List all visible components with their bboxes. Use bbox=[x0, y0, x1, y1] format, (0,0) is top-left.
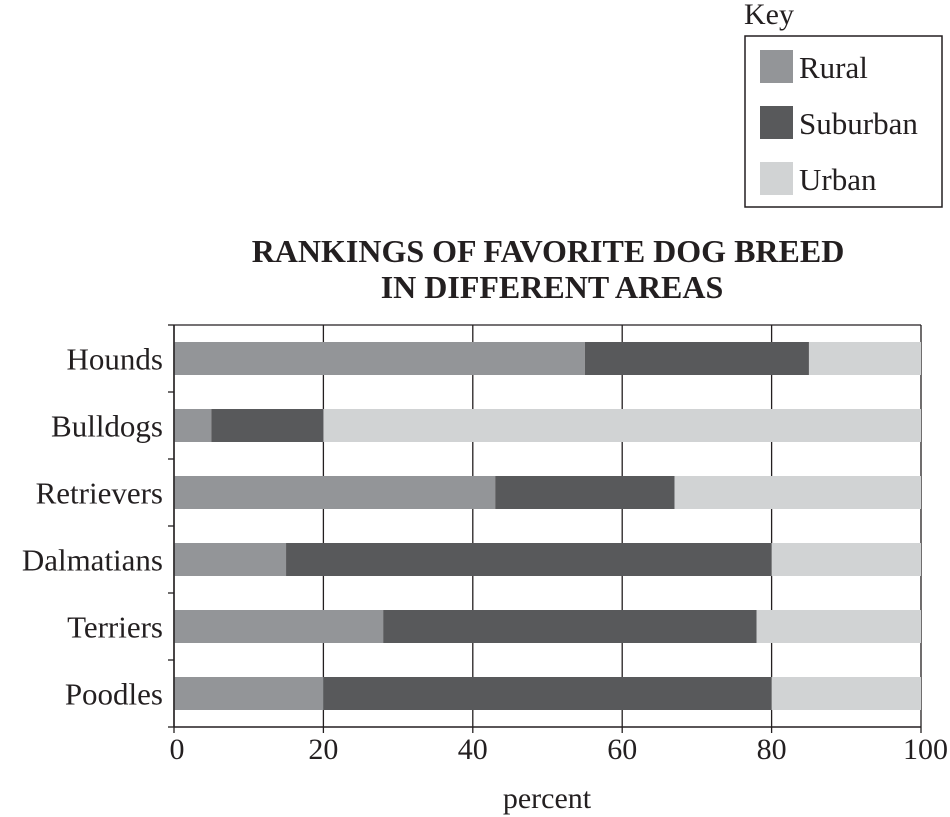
bar-retrievers-urban bbox=[674, 476, 921, 509]
legend-swatch-suburban bbox=[760, 106, 793, 139]
x-tick-label-20: 20 bbox=[308, 733, 338, 766]
legend-swatch-urban bbox=[760, 162, 793, 195]
bar-retrievers-suburban bbox=[495, 476, 675, 509]
bar-bulldogs-rural bbox=[174, 409, 212, 442]
legend-label-suburban: Suburban bbox=[799, 106, 918, 141]
plot-area: Hounds Bulldogs Retrievers Dalmatians Terrie… bbox=[22, 324, 948, 766]
category-label-bulldogs: Bulldogs bbox=[51, 409, 163, 444]
legend-swatch-rural bbox=[760, 50, 793, 83]
x-axis-label: percent bbox=[503, 782, 592, 815]
bar-poodles-urban bbox=[771, 677, 921, 710]
x-tick-label-0: 0 bbox=[170, 733, 185, 766]
bar-hounds-urban bbox=[808, 342, 921, 375]
category-label-dalmatians: Dalmatians bbox=[22, 543, 163, 578]
x-tick-label-60: 60 bbox=[607, 733, 637, 766]
bar-hounds-suburban bbox=[584, 342, 809, 375]
bar-retrievers-rural bbox=[174, 476, 496, 509]
legend-label-rural: Rural bbox=[799, 50, 868, 85]
bar-poodles-suburban bbox=[323, 677, 772, 710]
bar-bulldogs-suburban bbox=[211, 409, 324, 442]
x-tick-label-40: 40 bbox=[458, 733, 488, 766]
category-label-retrievers: Retrievers bbox=[36, 476, 163, 511]
bar-terriers-suburban bbox=[383, 610, 757, 643]
chart-title-line-1: RANKINGS OF FAVORITE DOG BREED bbox=[252, 233, 845, 269]
bar-terriers-urban bbox=[756, 610, 921, 643]
x-tick-label-80: 80 bbox=[757, 733, 787, 766]
category-label-poodles: Poodles bbox=[65, 677, 163, 712]
bar-poodles-rural bbox=[174, 677, 324, 710]
bar-dalmatians-urban bbox=[771, 543, 921, 576]
bar-dalmatians-suburban bbox=[286, 543, 772, 576]
bar-bulldogs-urban bbox=[323, 409, 921, 442]
legend-title: Key bbox=[744, 0, 794, 31]
bar-terriers-rural bbox=[174, 610, 384, 643]
x-tick-label-100: 100 bbox=[903, 733, 948, 766]
chart-title-line-2: IN DIFFERENT AREAS bbox=[381, 269, 724, 305]
bar-hounds-rural bbox=[174, 342, 585, 375]
category-label-terriers: Terriers bbox=[67, 610, 163, 645]
category-label-hounds: Hounds bbox=[67, 342, 163, 377]
legend-label-urban: Urban bbox=[799, 162, 877, 197]
bar-dalmatians-rural bbox=[174, 543, 287, 576]
chart-title: RANKINGS OF FAVORITE DOG BREED IN DIFFER… bbox=[252, 233, 845, 305]
legend: Key Rural Suburban Urban bbox=[744, 0, 943, 208]
